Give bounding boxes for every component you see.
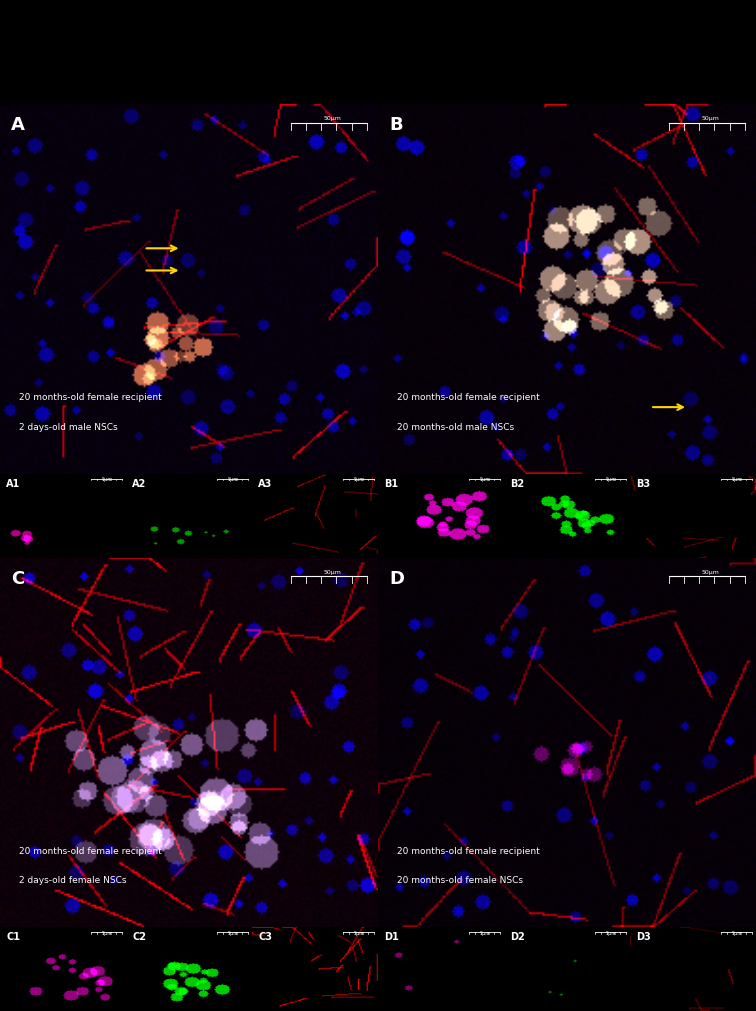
Text: 5μm: 5μm bbox=[732, 476, 742, 481]
Text: B3: B3 bbox=[637, 478, 650, 488]
Text: 5μm: 5μm bbox=[354, 929, 364, 934]
Text: 5μm: 5μm bbox=[606, 476, 617, 481]
Text: 50μm: 50μm bbox=[702, 116, 720, 121]
Text: 50μm: 50μm bbox=[324, 116, 342, 121]
Text: 5μm: 5μm bbox=[354, 476, 364, 481]
Text: C2: C2 bbox=[132, 931, 147, 941]
Text: B1: B1 bbox=[384, 478, 398, 488]
Text: 5μm: 5μm bbox=[732, 929, 742, 934]
Text: C: C bbox=[11, 569, 25, 587]
Text: 5μm: 5μm bbox=[606, 929, 617, 934]
Text: D2: D2 bbox=[510, 931, 525, 941]
Text: 20 months-old female recipient: 20 months-old female recipient bbox=[397, 846, 540, 855]
Text: A: A bbox=[11, 116, 25, 134]
Text: C1: C1 bbox=[6, 931, 20, 941]
Text: 5μm: 5μm bbox=[479, 929, 491, 934]
Text: 5μm: 5μm bbox=[101, 476, 113, 481]
Text: D1: D1 bbox=[384, 931, 399, 941]
Text: A1: A1 bbox=[6, 478, 20, 488]
Text: 50μm: 50μm bbox=[324, 569, 342, 574]
Text: 5μm: 5μm bbox=[228, 476, 239, 481]
Text: B2: B2 bbox=[510, 478, 525, 488]
Text: 20 months-old female recipient: 20 months-old female recipient bbox=[19, 846, 162, 855]
Text: 2 days-old female NSCs: 2 days-old female NSCs bbox=[19, 876, 126, 885]
Text: 20 months-old female recipient: 20 months-old female recipient bbox=[397, 393, 540, 402]
Text: 50μm: 50μm bbox=[702, 569, 720, 574]
Text: D3: D3 bbox=[637, 931, 651, 941]
Text: 20 months-old female recipient: 20 months-old female recipient bbox=[19, 393, 162, 402]
Text: D: D bbox=[389, 569, 404, 587]
Text: 5μm: 5μm bbox=[228, 929, 239, 934]
Text: C3: C3 bbox=[259, 931, 272, 941]
Text: B: B bbox=[389, 116, 403, 134]
Text: A3: A3 bbox=[259, 478, 273, 488]
Text: 20 months-old male NSCs: 20 months-old male NSCs bbox=[397, 423, 514, 432]
Text: 5μm: 5μm bbox=[101, 929, 113, 934]
Text: 5μm: 5μm bbox=[479, 476, 491, 481]
Text: A2: A2 bbox=[132, 478, 147, 488]
Text: 2 days-old male NSCs: 2 days-old male NSCs bbox=[19, 423, 117, 432]
Text: 20 months-old female NSCs: 20 months-old female NSCs bbox=[397, 876, 523, 885]
